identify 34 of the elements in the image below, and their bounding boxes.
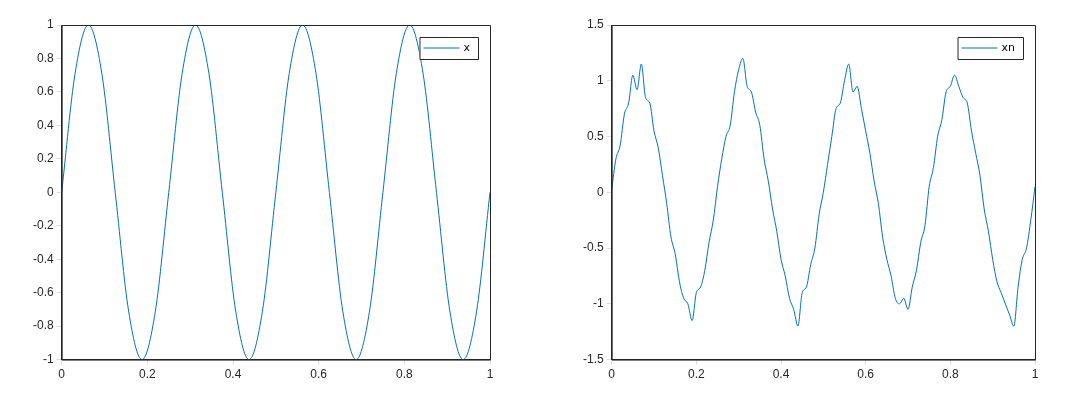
- y-tick-label: 0.8: [36, 50, 54, 65]
- x-tick-label: 0.6: [310, 367, 328, 382]
- x-tick-label: 0.2: [688, 367, 706, 382]
- x-tick-label: 1: [486, 367, 494, 382]
- legend-label: x: [463, 40, 471, 54]
- y-tick-label: 1: [596, 73, 604, 88]
- legend-label: xn: [1001, 40, 1016, 54]
- x-tick-label: 0.8: [395, 367, 413, 382]
- y-tick-label: -0.2: [32, 218, 54, 233]
- y-tick-label: -0.5: [582, 240, 604, 255]
- y-tick-label: -0.6: [32, 284, 54, 299]
- y-tick-label: -1.5: [582, 351, 604, 366]
- y-tick-label: 0.4: [36, 117, 54, 132]
- x-tick-label: 0.6: [857, 367, 875, 382]
- y-tick-label: 0.5: [586, 128, 604, 143]
- y-tick-label: -1: [593, 296, 604, 311]
- y-tick-label: 0.6: [36, 84, 54, 99]
- x-tick-label: 1: [1031, 367, 1039, 382]
- y-tick-label: 1: [46, 17, 54, 32]
- y-tick-label: 0: [46, 184, 54, 199]
- line-series: [61, 25, 490, 360]
- line-series: [611, 57, 1035, 327]
- y-tick-label: 0: [596, 184, 604, 199]
- x-tick-label: 0.4: [224, 367, 242, 382]
- x-tick-label: 0: [608, 367, 616, 382]
- y-tick-label: -0.8: [32, 318, 54, 333]
- y-tick-label: -0.4: [32, 251, 54, 266]
- y-tick-label: 1.5: [586, 17, 604, 32]
- x-tick-label: 0.2: [139, 367, 157, 382]
- x-tick-label: 0.4: [772, 367, 790, 382]
- y-tick-label: 0.2: [36, 151, 54, 166]
- x-tick-label: 0.8: [941, 367, 959, 382]
- y-tick-label: -1: [43, 351, 54, 366]
- x-tick-label: 0: [58, 367, 66, 382]
